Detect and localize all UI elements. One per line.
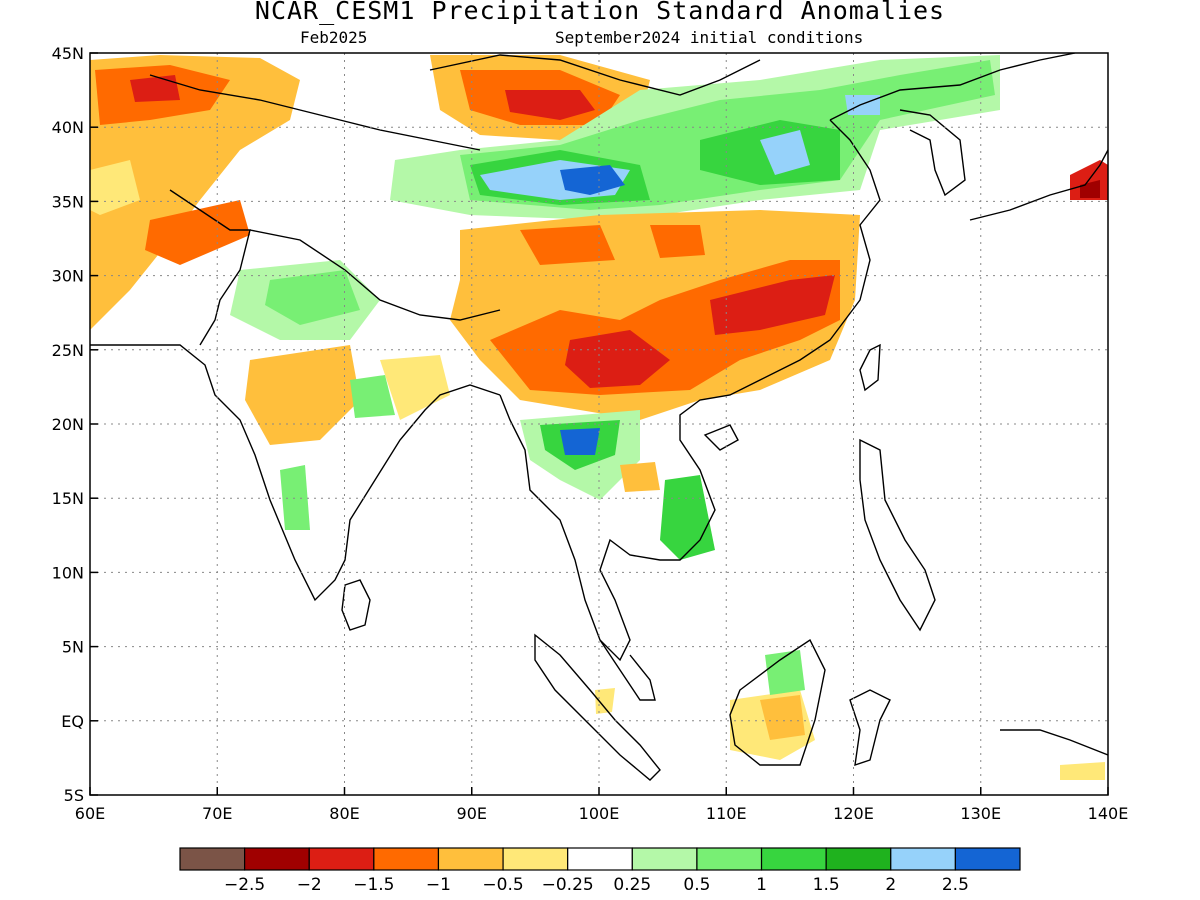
colorbar-swatch bbox=[308, 847, 375, 871]
colorbar-label: −0.25 bbox=[542, 875, 594, 895]
colorbar-label: 1.5 bbox=[813, 875, 840, 895]
anomaly-region bbox=[520, 225, 615, 265]
colorbar-label: −1.5 bbox=[353, 875, 394, 895]
anomaly-region bbox=[130, 75, 180, 102]
coastline-borneo bbox=[729, 638, 826, 766]
anomaly-region bbox=[90, 160, 140, 215]
colorbar-label: 0.5 bbox=[683, 875, 710, 895]
coastlines bbox=[90, 53, 1108, 781]
colorbar-swatch bbox=[631, 847, 698, 871]
anomaly-region bbox=[560, 428, 600, 455]
x-tick-label: 120E bbox=[833, 804, 874, 823]
colorbar-label: −1 bbox=[426, 875, 451, 895]
coastline-srilanka bbox=[341, 579, 371, 631]
colorbar-swatch bbox=[373, 847, 440, 871]
anomaly-region bbox=[620, 462, 660, 492]
colorbar-swatch bbox=[567, 847, 633, 871]
border-central-asia bbox=[149, 74, 481, 151]
y-tick-label: 45N bbox=[52, 44, 84, 63]
anomaly-region bbox=[1060, 762, 1105, 780]
colorbar-label: 2.5 bbox=[942, 875, 969, 895]
y-tick-label: 10N bbox=[52, 563, 84, 582]
x-tick-label: 90E bbox=[457, 804, 487, 823]
coastline-indochina bbox=[499, 119, 881, 662]
x-tick-label: 70E bbox=[202, 804, 232, 823]
anomaly-region bbox=[565, 330, 670, 388]
coastline-taiwan bbox=[859, 343, 881, 392]
colorbar-swatch bbox=[954, 847, 1021, 871]
colorbar-swatch bbox=[890, 847, 956, 871]
border-himalaya bbox=[249, 229, 501, 321]
anomaly-region bbox=[650, 225, 705, 258]
y-tick-label: 25N bbox=[52, 341, 84, 360]
gridlines bbox=[90, 53, 1108, 795]
x-tick-label: 110E bbox=[706, 804, 747, 823]
border-mongolia bbox=[429, 54, 761, 96]
y-axis: 45N 40N 35N 30N 25N 20N 15N 10N 5N EQ 5S bbox=[52, 44, 98, 805]
x-tick-label: 140E bbox=[1088, 804, 1129, 823]
anomaly-region bbox=[765, 650, 805, 695]
colorbar-swatch bbox=[244, 847, 310, 871]
coastline-hainan bbox=[703, 424, 739, 451]
colorbar-label: 2 bbox=[885, 875, 896, 895]
border-pakistan bbox=[169, 189, 251, 346]
y-tick-label: 5N bbox=[62, 638, 84, 657]
colorbar-swatch bbox=[179, 847, 246, 871]
anomaly-region bbox=[595, 688, 615, 714]
coastline-india bbox=[90, 344, 501, 602]
anomaly-region bbox=[505, 90, 595, 120]
anomaly-region bbox=[760, 695, 805, 740]
forecast-month: Feb2025 bbox=[300, 28, 368, 47]
coastline-philippines bbox=[859, 438, 936, 632]
y-tick-label: 5S bbox=[64, 786, 84, 805]
anomaly-shading bbox=[90, 55, 1108, 780]
colorbar-label: −2.5 bbox=[224, 875, 265, 895]
y-tick-label: 30N bbox=[52, 267, 84, 286]
y-tick-label: 20N bbox=[52, 415, 84, 434]
y-tick-label: 35N bbox=[52, 192, 84, 211]
coastline-sumatra bbox=[534, 633, 661, 781]
anomaly-region bbox=[760, 130, 810, 175]
anomaly-region bbox=[145, 200, 250, 265]
anomaly-region bbox=[845, 95, 880, 115]
anomaly-region bbox=[265, 270, 360, 325]
x-tick-label: 130E bbox=[960, 804, 1001, 823]
colorbar-swatch bbox=[760, 847, 827, 871]
colorbar-label: −0.5 bbox=[482, 875, 523, 895]
colorbar-swatch bbox=[825, 847, 892, 871]
y-tick-label: 15N bbox=[52, 489, 84, 508]
colorbar-label: −2 bbox=[297, 875, 322, 895]
anomaly-region bbox=[380, 355, 450, 420]
coastline-japan bbox=[969, 149, 1108, 221]
anomaly-region bbox=[245, 345, 360, 445]
x-tick-label: 60E bbox=[75, 804, 105, 823]
map-title: NCAR_CESM1 Precipitation Standard Anomal… bbox=[254, 0, 946, 25]
anomaly-region bbox=[350, 375, 395, 418]
initial-conditions: September2024 initial conditions bbox=[555, 28, 864, 47]
colorbar: −2.5 −2 −1.5 −1 −0.5 −0.25 0.25 0.5 1 1.5 2 2.5 bbox=[179, 847, 1021, 895]
x-tick-label: 80E bbox=[329, 804, 359, 823]
coastline-korea bbox=[899, 109, 966, 197]
anomaly-region bbox=[710, 275, 835, 335]
coastline-east-china bbox=[829, 53, 1076, 121]
x-tick-label: 100E bbox=[579, 804, 620, 823]
colorbar-swatch bbox=[502, 847, 569, 871]
colorbar-label: 0.25 bbox=[613, 875, 651, 895]
anomaly-region bbox=[90, 55, 300, 330]
colorbar-swatch bbox=[696, 847, 763, 871]
coastline-newguinea bbox=[1000, 729, 1108, 756]
anomaly-region bbox=[280, 465, 310, 530]
y-tick-label: EQ bbox=[61, 712, 84, 731]
y-tick-label: 40N bbox=[52, 118, 84, 137]
x-axis: 60E 70E 80E 90E 100E 110E 120E 130E 140E bbox=[75, 787, 1129, 823]
coastline-malay bbox=[599, 639, 656, 701]
coastline-sulawesi bbox=[849, 689, 891, 767]
anomaly-region bbox=[560, 165, 625, 195]
colorbar-label: 1 bbox=[756, 875, 767, 895]
colorbar-swatch bbox=[437, 847, 504, 871]
